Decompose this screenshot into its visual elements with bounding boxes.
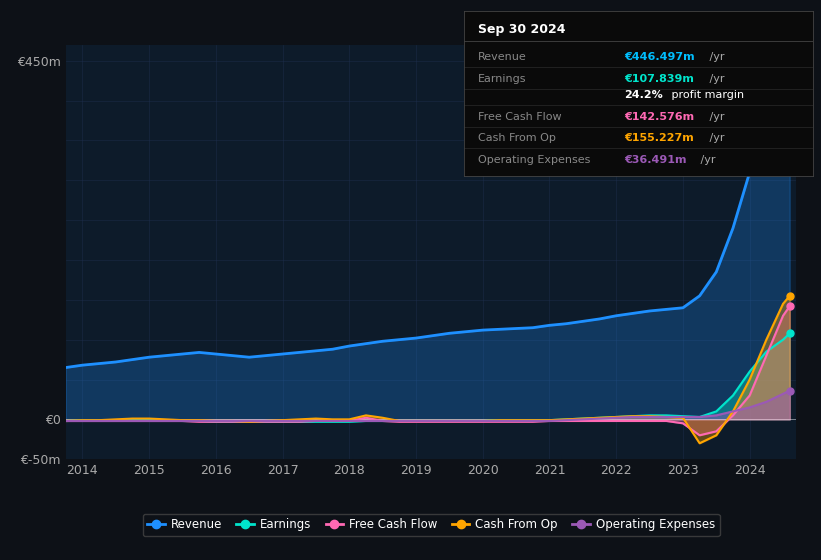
Legend: Revenue, Earnings, Free Cash Flow, Cash From Op, Operating Expenses: Revenue, Earnings, Free Cash Flow, Cash … bbox=[143, 514, 719, 536]
Text: /yr: /yr bbox=[706, 133, 724, 143]
Text: Revenue: Revenue bbox=[478, 53, 526, 63]
Text: €142.576m: €142.576m bbox=[624, 112, 695, 122]
Text: /yr: /yr bbox=[697, 155, 715, 165]
Text: €446.497m: €446.497m bbox=[624, 53, 695, 63]
Text: profit margin: profit margin bbox=[668, 91, 744, 100]
Text: /yr: /yr bbox=[706, 53, 724, 63]
Text: €107.839m: €107.839m bbox=[624, 74, 695, 84]
Text: Operating Expenses: Operating Expenses bbox=[478, 155, 590, 165]
Text: Free Cash Flow: Free Cash Flow bbox=[478, 112, 562, 122]
Text: Earnings: Earnings bbox=[478, 74, 526, 84]
Text: 24.2%: 24.2% bbox=[624, 91, 663, 100]
Text: Sep 30 2024: Sep 30 2024 bbox=[478, 23, 566, 36]
Text: €155.227m: €155.227m bbox=[624, 133, 694, 143]
Text: Cash From Op: Cash From Op bbox=[478, 133, 556, 143]
Text: /yr: /yr bbox=[706, 112, 724, 122]
Text: /yr: /yr bbox=[706, 74, 724, 84]
Text: €36.491m: €36.491m bbox=[624, 155, 687, 165]
